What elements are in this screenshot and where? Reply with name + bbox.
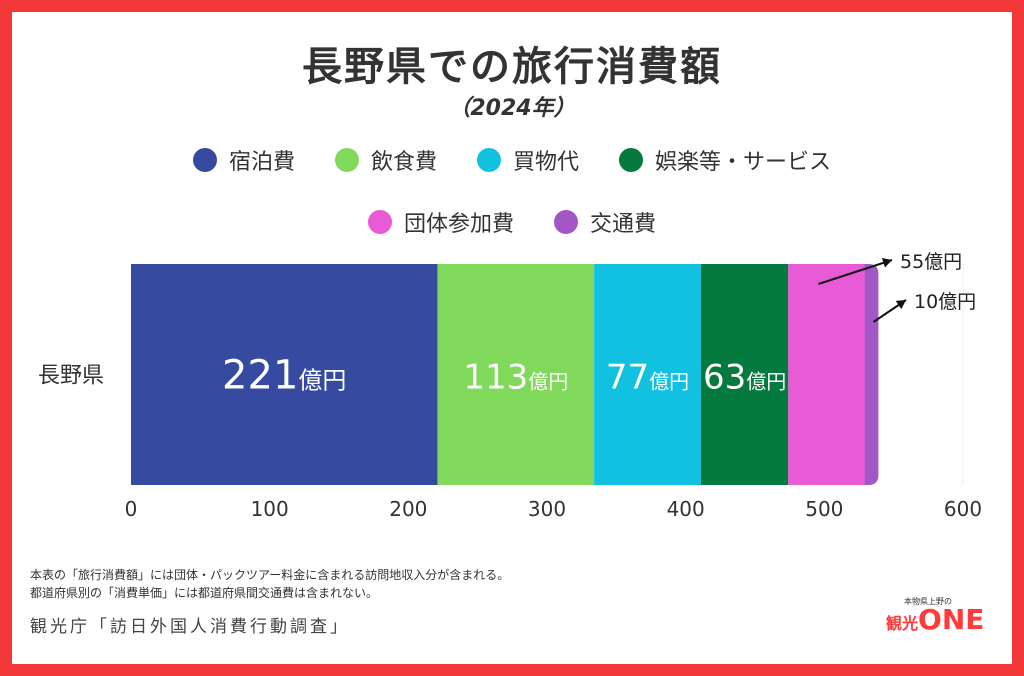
logo-kanko-text: 観光 — [886, 614, 919, 633]
legend-item-transport: 交通費 — [554, 206, 656, 238]
legend-dot-transport — [554, 210, 578, 234]
legend-item-food: 飲食費 — [334, 144, 437, 176]
footnote-2: 都道府県別の「消費単価」には都道府県間交通費は含まれない。 — [30, 586, 379, 600]
legend-label-transport: 交通費 — [590, 212, 657, 237]
logo-one-text: ONE — [918, 603, 985, 636]
chart-title: 長野県での旅行消費額 — [302, 44, 722, 90]
legend-dot-group-tour — [367, 210, 392, 234]
legend-dot-entertainment — [619, 148, 644, 172]
chart-subtitle: （2024年） — [448, 96, 576, 121]
legend-item-shopping: 買物代 — [477, 144, 579, 176]
legend-label-shopping: 買物代 — [513, 150, 580, 175]
legend-item-accommodation: 宿泊費 — [192, 144, 295, 176]
legend-dot-shopping — [477, 148, 501, 172]
legend-label-food: 飲食費 — [370, 150, 437, 175]
legend-item-entertainment: 娯楽等・サービス — [619, 144, 831, 176]
legend-item-group-tour: 団体参加費 — [367, 206, 514, 238]
legend-row-2: 団体参加費 交通費 — [0, 206, 1024, 238]
legend-dot-accommodation — [192, 148, 217, 172]
kanko-one-logo: 本物県上野の 観光 ONE — [886, 594, 998, 638]
source-text: 観光庁「訪日外国人消費行動調査」 — [30, 617, 350, 637]
legend-label-group-tour: 団体参加費 — [403, 212, 514, 237]
legend-label-entertainment: 娯楽等・サービス — [655, 150, 832, 175]
legend-label-accommodation: 宿泊費 — [228, 150, 295, 175]
logo-small-text: 本物県上野の — [904, 597, 952, 606]
footnote-1: 本表の「旅行消費額」には団体・パックツアー料金に含まれる訪問地収入分が含まれる。 — [30, 568, 510, 582]
legend-row-1: 宿泊費 飲食費 買物代 娯楽等・サービス — [0, 144, 1024, 176]
logo-main: 観光 ONE — [886, 606, 984, 634]
legend-dot-food — [334, 148, 359, 172]
